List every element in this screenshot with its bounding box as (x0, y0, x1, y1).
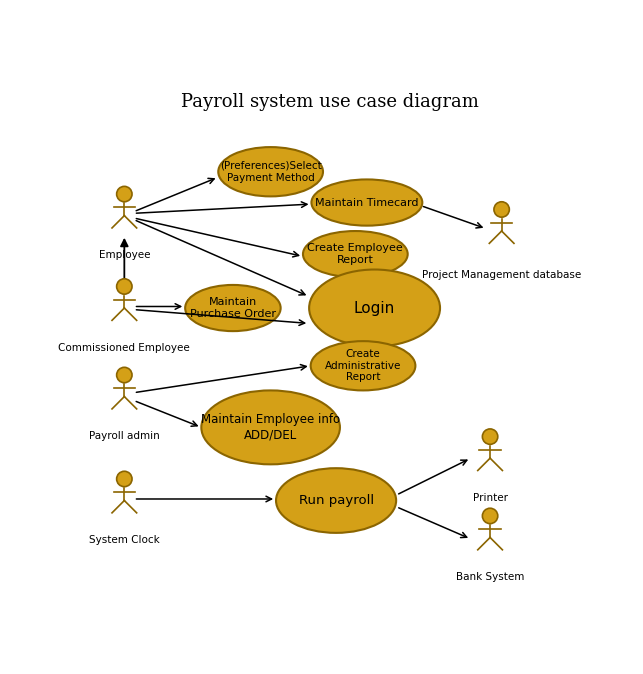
Circle shape (116, 367, 132, 383)
Circle shape (482, 429, 498, 444)
Circle shape (116, 471, 132, 487)
Text: Payroll admin: Payroll admin (89, 431, 159, 441)
Text: Create Employee
Report: Create Employee Report (307, 243, 403, 265)
Text: Maintain Employee info
ADD/DEL: Maintain Employee info ADD/DEL (201, 413, 340, 441)
Text: System Clock: System Clock (89, 535, 159, 545)
Circle shape (116, 187, 132, 202)
Text: Login: Login (354, 301, 395, 315)
Text: Maintain Timecard: Maintain Timecard (315, 197, 419, 208)
Ellipse shape (311, 179, 422, 226)
Circle shape (482, 508, 498, 524)
Ellipse shape (303, 231, 408, 277)
Text: Create
Administrative
Report: Create Administrative Report (325, 349, 401, 382)
Circle shape (494, 202, 509, 217)
Text: Printer: Printer (473, 493, 507, 503)
Text: Payroll system use case diagram: Payroll system use case diagram (181, 94, 478, 111)
Text: Bank System: Bank System (456, 572, 524, 582)
Text: Commissioned Employee: Commissioned Employee (59, 342, 190, 353)
Circle shape (116, 279, 132, 294)
Ellipse shape (311, 341, 415, 390)
Ellipse shape (218, 147, 323, 196)
Ellipse shape (276, 468, 396, 533)
Ellipse shape (201, 390, 340, 464)
Ellipse shape (185, 285, 280, 331)
Text: (Preferences)Select
Payment Method: (Preferences)Select Payment Method (220, 161, 322, 183)
Text: Maintain
Purchase Order: Maintain Purchase Order (190, 297, 276, 319)
Ellipse shape (309, 270, 440, 346)
Text: Project Management database: Project Management database (422, 270, 581, 280)
Text: Run payroll: Run payroll (298, 494, 374, 507)
Text: Employee: Employee (98, 250, 150, 260)
